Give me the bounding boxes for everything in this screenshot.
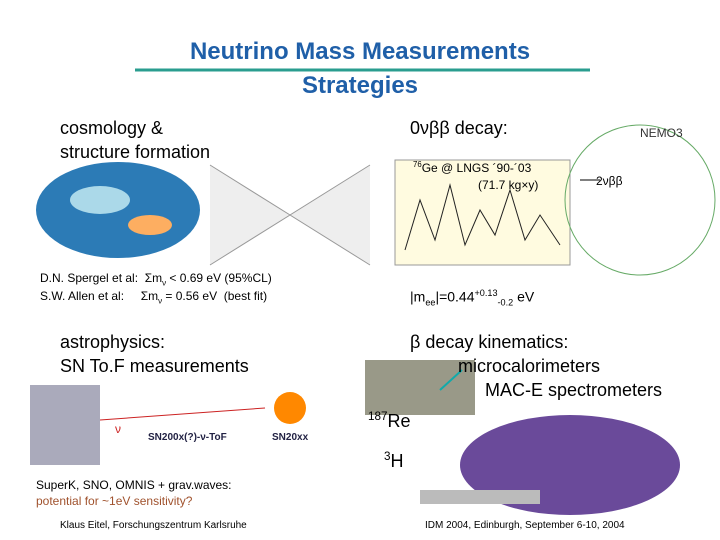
sub: ν: [158, 296, 163, 306]
text: = 0.56 eV (best fit): [162, 289, 268, 303]
ge-spectrum: [394, 159, 571, 266]
footer: IDM 2004, Edinburgh, September 6-10, 200…: [425, 520, 625, 531]
text: Σm: [140, 289, 159, 303]
survey-wedges: [209, 164, 371, 266]
heading: 0νββ decay:: [410, 118, 508, 138]
title: Neutrino Mass Measurements: [189, 38, 531, 65]
text: < 0.69 eV (95%CL): [166, 271, 272, 285]
detector-image: [30, 385, 100, 465]
text: Re: [387, 411, 411, 431]
label: SN20xx: [272, 432, 309, 443]
supernova: [274, 392, 306, 424]
author: D.N. Spergel et al:: [40, 271, 139, 285]
pointer: [439, 369, 463, 391]
text: Σm: [144, 271, 163, 285]
sup: 3: [384, 450, 391, 463]
sup: +0.13: [474, 288, 498, 298]
label: (71.7 kg×y): [478, 178, 539, 192]
reference: D.N. Spergel et al: Σmν < 0.69 eV (95%CL…: [40, 271, 272, 287]
label: SN200x(?)-ν-ToF: [148, 432, 227, 443]
sub: -0.2: [497, 297, 514, 308]
sup: 76: [413, 160, 422, 169]
text: |=0.44: [435, 288, 475, 305]
nemo-detector: [564, 124, 716, 276]
label: 2νββ: [596, 174, 623, 188]
note: potential for ~1eV sensitivity?: [36, 494, 193, 508]
heading: SN To.F measurements: [60, 356, 249, 376]
author: S.W. Allen et al:: [40, 289, 125, 303]
heading: β decay kinematics:: [410, 332, 569, 352]
reference: S.W. Allen et al: Σmν = 0.56 eV (best fi…: [40, 289, 267, 305]
footer: Klaus Eitel, Forschungszentrum Karlsruhe: [60, 520, 247, 531]
label: NEMO3: [640, 126, 683, 140]
text: eV: [513, 288, 535, 305]
text: H: [390, 451, 404, 471]
text: Ge @ LNGS ´90-´03: [421, 161, 532, 175]
cmb-spot: [128, 215, 172, 235]
result: |mee|=0.44+0.13-0.2 eV: [410, 288, 534, 307]
heading: astrophysics:: [60, 332, 166, 352]
note: SuperK, SNO, OMNIS + grav.waves:: [36, 478, 232, 492]
isotope: 3H: [384, 450, 404, 472]
sup: 187: [368, 410, 388, 423]
heading: MAC-E spectrometers: [485, 380, 663, 400]
label: 76Ge @ LNGS ´90-´03: [413, 160, 531, 175]
heading: structure formation: [60, 142, 211, 162]
text: |m: [410, 288, 426, 305]
isotope: 187Re: [368, 410, 411, 432]
tof-line: [99, 407, 266, 421]
title: Strategies: [301, 72, 419, 99]
spectrum-line: [404, 183, 561, 251]
cmb-spot: [70, 186, 130, 214]
label: ν: [115, 422, 121, 436]
sub: ν: [162, 278, 167, 288]
heading: cosmology &: [60, 118, 164, 138]
beamline: [420, 490, 540, 504]
sub: ee: [425, 297, 436, 308]
heading: microcalorimeters: [458, 356, 601, 376]
bolometer-image: [365, 360, 475, 415]
